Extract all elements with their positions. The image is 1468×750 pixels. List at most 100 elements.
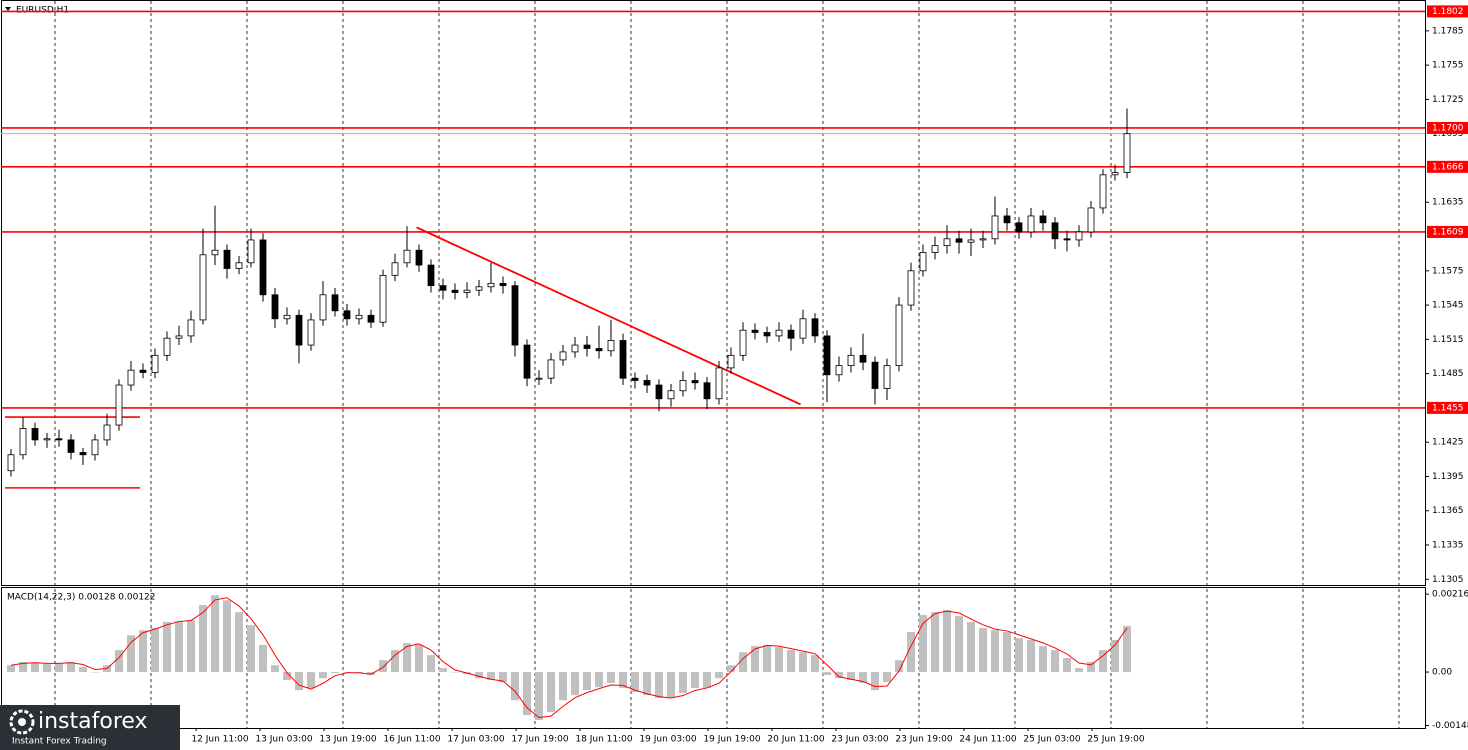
macd-bar: [223, 600, 231, 673]
candle-body: [871, 361, 879, 389]
candle-body: [667, 390, 675, 400]
macd-bar: [955, 616, 963, 673]
macd-bar: [595, 672, 603, 688]
macd-bar: [883, 672, 891, 683]
menu-arrow: [5, 7, 11, 11]
candle-body: [751, 329, 759, 333]
candle-body: [919, 252, 927, 272]
x-tick-label: 13 Jun 19:00: [319, 735, 376, 745]
x-tick-label: 18 Jun 11:00: [575, 735, 632, 745]
y-tick-label: 1.1635: [1432, 198, 1464, 208]
x-tick-label: 19 Jun 03:00: [639, 735, 696, 745]
macd-bar: [415, 645, 423, 673]
macd-bar: [967, 621, 975, 673]
candle-body: [583, 344, 591, 349]
level-label: 1.1666: [1432, 162, 1464, 172]
candle-body: [91, 439, 99, 456]
macd-bar: [187, 620, 195, 673]
candle-body: [19, 428, 27, 456]
candle-body: [67, 439, 75, 453]
macd-bar: [1087, 661, 1095, 673]
candle-body: [655, 384, 663, 400]
candle-body: [823, 335, 831, 376]
candle-body: [403, 249, 411, 264]
macd-bar: [31, 663, 39, 673]
level-label: 1.1609: [1432, 227, 1464, 237]
macd-bar: [991, 630, 999, 673]
y-tick-label: 1.1755: [1432, 61, 1464, 71]
watermark-brand: instaforex: [38, 709, 148, 734]
watermark-tagline: Instant Forex Trading: [12, 737, 107, 747]
price-panel: [1, 0, 1426, 586]
macd-bar: [511, 672, 519, 701]
macd-bar: [739, 652, 747, 673]
macd-bar: [1003, 632, 1011, 673]
candle-body: [115, 384, 123, 426]
candle-body: [991, 215, 999, 240]
candle-body: [223, 249, 231, 269]
candle-body: [451, 289, 459, 293]
macd-bar: [907, 632, 915, 673]
candle-body: [427, 264, 435, 287]
candle-body: [799, 318, 807, 339]
level-box: [1427, 225, 1468, 238]
candle-body: [1087, 207, 1095, 233]
macd-bar: [451, 672, 459, 673]
macd-bar: [283, 672, 291, 681]
macd-bar: [271, 665, 279, 673]
candle-body: [1015, 222, 1023, 233]
candle-body: [1027, 215, 1035, 233]
macd-bar: [1099, 650, 1107, 673]
candle-body: [1075, 231, 1083, 241]
candle-body: [211, 249, 219, 256]
candle-body: [475, 286, 483, 291]
candle-body: [7, 454, 15, 472]
watermark: instaforex Instant Forex Trading: [0, 705, 180, 750]
macd-bar: [919, 615, 927, 673]
candle-body: [547, 359, 555, 379]
level-label: 1.1700: [1432, 123, 1464, 133]
candle-body: [247, 239, 255, 264]
trendline: [416, 226, 801, 406]
x-tick-label: 23 Jun 03:00: [831, 735, 888, 745]
macd-bar: [931, 612, 939, 673]
macd-bar: [1075, 668, 1083, 673]
y-tick-label: 1.1335: [1432, 541, 1464, 551]
candle-body: [391, 262, 399, 276]
candle-body: [1099, 174, 1107, 209]
candle-body: [643, 380, 651, 386]
macd-bar: [67, 661, 75, 673]
macd-bar: [475, 672, 483, 679]
candle-body: [739, 329, 747, 356]
macd-bar: [535, 672, 543, 721]
macd-bar: [835, 672, 843, 679]
macd-bar: [331, 672, 339, 674]
level-label: 1.1802: [1432, 7, 1464, 17]
macd-bar: [547, 672, 555, 713]
y-tick-label: 1.1575: [1432, 266, 1464, 276]
macd-bar: [583, 672, 591, 691]
level-box: [1427, 121, 1468, 134]
candle-body: [379, 274, 387, 323]
candle-body: [883, 365, 891, 389]
macd-bar: [295, 672, 303, 691]
candle-body: [679, 380, 687, 392]
candle-body: [859, 354, 867, 363]
candle-body: [199, 254, 207, 321]
x-tick-label: 17 Jun 19:00: [511, 735, 568, 745]
macd-bar: [379, 660, 387, 673]
candle-body: [703, 382, 711, 400]
macd-bar: [811, 655, 819, 673]
candle-body: [331, 294, 339, 312]
macd-bar: [235, 612, 243, 673]
macd-bar: [91, 672, 99, 673]
macd-bar: [631, 672, 639, 692]
candle-body: [1051, 222, 1059, 240]
candle-body: [355, 314, 363, 320]
candle-body: [103, 424, 111, 441]
x-tick-label: 23 Jun 19:00: [895, 735, 952, 745]
macd-bar: [787, 650, 795, 673]
macd-bar: [751, 646, 759, 673]
candle-body: [1111, 172, 1119, 176]
